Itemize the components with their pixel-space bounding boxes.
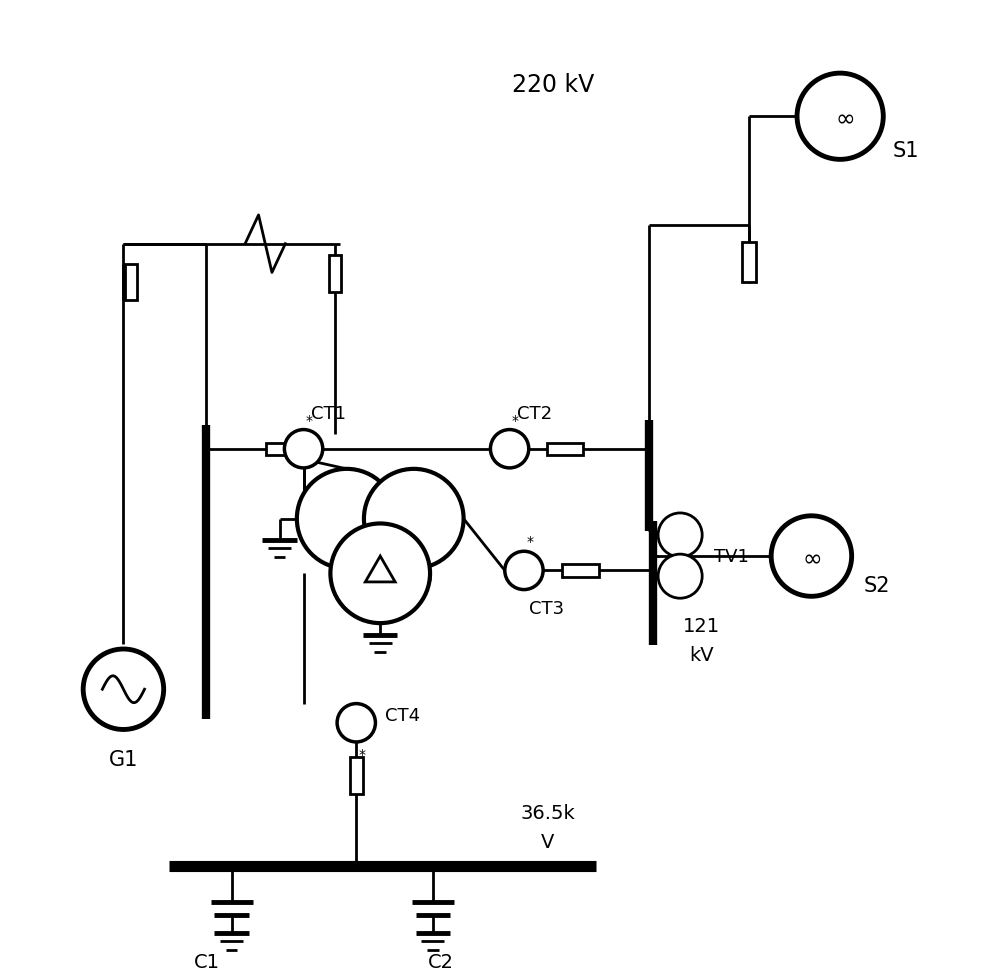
Circle shape [337, 703, 375, 743]
Circle shape [771, 516, 852, 597]
Circle shape [364, 469, 464, 569]
Bar [742, 242, 756, 282]
Circle shape [490, 430, 529, 468]
Text: CT2: CT2 [517, 404, 552, 422]
Circle shape [83, 650, 164, 730]
Circle shape [797, 74, 883, 160]
Text: V: V [541, 832, 555, 851]
Circle shape [505, 552, 543, 590]
Text: 36.5k: 36.5k [521, 803, 575, 823]
Text: CT1: CT1 [311, 404, 346, 422]
Text: TV1: TV1 [714, 547, 749, 565]
Text: CT4: CT4 [385, 706, 420, 724]
Text: S2: S2 [864, 575, 891, 595]
Bar [266, 443, 303, 455]
Text: C2: C2 [428, 952, 454, 971]
Text: S1: S1 [893, 141, 919, 160]
Text: CT3: CT3 [529, 600, 564, 617]
Circle shape [284, 430, 323, 468]
Text: *: * [306, 413, 313, 427]
Bar [562, 565, 599, 577]
Circle shape [658, 513, 702, 558]
Text: *: * [512, 413, 519, 427]
Circle shape [330, 524, 430, 623]
Text: C1: C1 [194, 952, 220, 971]
Text: G1: G1 [109, 749, 138, 769]
Text: *: * [526, 534, 533, 549]
Text: 121: 121 [683, 616, 720, 636]
Text: *: * [359, 747, 366, 761]
Text: $\infty$: $\infty$ [835, 106, 855, 129]
Circle shape [658, 555, 702, 599]
Text: $\infty$: $\infty$ [802, 544, 821, 569]
Text: kV: kV [689, 646, 714, 664]
Bar [350, 757, 363, 794]
Bar [125, 265, 137, 301]
Circle shape [297, 469, 397, 569]
Text: 220 kV: 220 kV [512, 72, 594, 97]
Bar [329, 256, 341, 292]
Bar [547, 443, 583, 455]
